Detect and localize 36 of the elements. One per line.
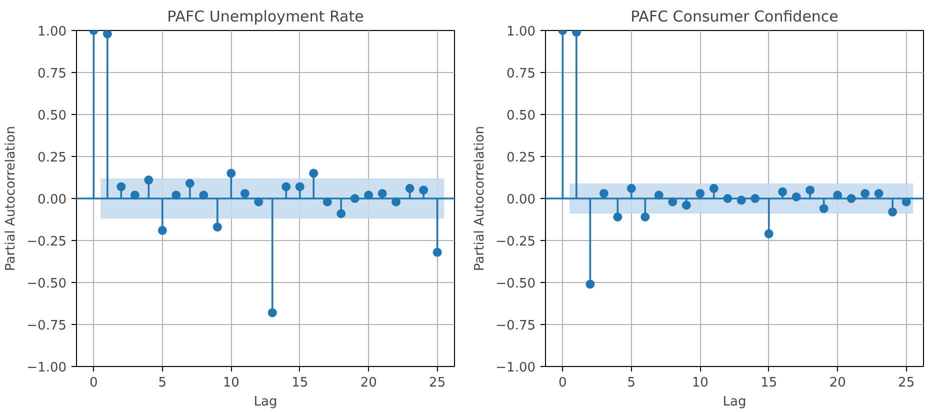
y-tick-label: −0.75	[26, 318, 67, 334]
x-tick-label: 15	[292, 376, 308, 390]
chart-title: PAFC Unemployment Rate	[167, 8, 364, 26]
x-tick-label: 20	[829, 376, 846, 390]
x-tick-label: 5	[627, 376, 636, 390]
x-tick-label: 0	[90, 376, 98, 390]
y-tick-label: −1.00	[26, 360, 67, 376]
y-tick-label: 0.50	[38, 108, 67, 124]
x-tick-label: 20	[360, 376, 377, 390]
y-tick-label: 0.00	[506, 192, 536, 208]
y-tick-label: 0.00	[38, 192, 67, 208]
y-tick-label: −0.75	[496, 318, 536, 334]
y-tick-label: 0.75	[38, 66, 67, 82]
x-tick-label: 15	[760, 376, 778, 390]
y-tick-label: 0.25	[506, 150, 536, 166]
y-tick-label: 0.50	[506, 108, 536, 124]
y-tick-label: 1.00	[506, 24, 536, 40]
x-tick-label: 5	[158, 376, 167, 390]
x-axis-title: Lag	[722, 394, 746, 410]
y-tick-label: 0.25	[38, 150, 67, 166]
y-tick-label: −0.25	[26, 234, 67, 250]
y-tick-label: −0.50	[26, 276, 67, 292]
y-tick-label: 1.00	[38, 24, 67, 40]
x-tick-label: 10	[222, 376, 240, 390]
y-tick-label: −0.50	[496, 276, 536, 292]
y-axis-title: Partial Autocorrelation	[472, 126, 488, 271]
y-tick-label: −0.25	[496, 234, 536, 250]
x-axis-title: Lag	[254, 394, 278, 410]
x-tick-label: 0	[558, 376, 567, 390]
x-tick-label: 25	[898, 376, 915, 390]
x-tick-label: 10	[692, 376, 708, 390]
y-axis-title: Partial Autocorrelation	[4, 126, 19, 271]
chart-title: PAFC Consumer Confidence	[630, 8, 838, 26]
y-tick-label: 0.75	[506, 66, 536, 82]
y-tick-label: −1.00	[496, 360, 536, 376]
x-tick-label: 25	[429, 376, 446, 390]
